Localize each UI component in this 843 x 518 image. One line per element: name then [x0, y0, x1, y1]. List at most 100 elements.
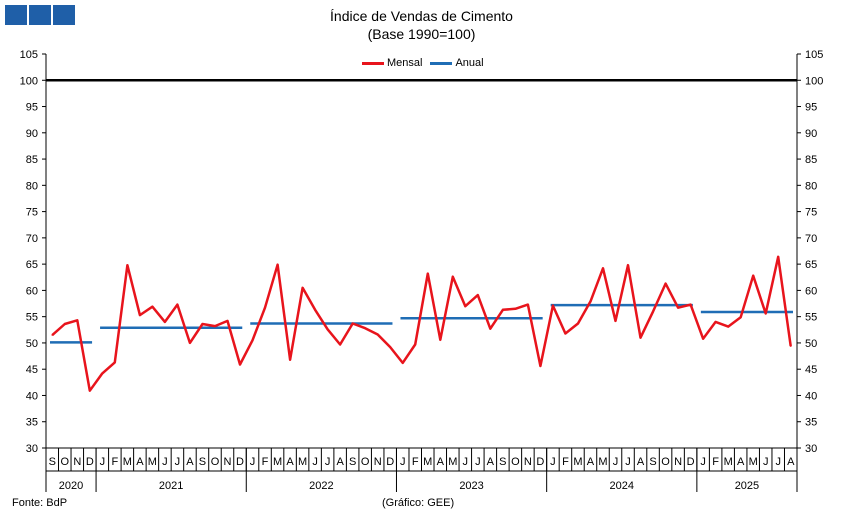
x-month-label: A [286, 456, 294, 468]
mensal-point [364, 327, 366, 330]
x-month-label: M [724, 456, 733, 468]
y-tick-label-right: 70 [805, 233, 817, 245]
mensal-point [514, 307, 517, 310]
x-year-label: 2024 [610, 480, 634, 492]
mensal-point [76, 319, 79, 322]
mensal-point [101, 372, 104, 375]
y-tick-label-left: 45 [26, 364, 38, 376]
x-month-label: N [524, 456, 532, 468]
mensal-point [552, 304, 554, 307]
mensal-point [426, 272, 429, 275]
x-month-label: J [625, 456, 631, 468]
x-month-label: J [475, 456, 481, 468]
mensal-point [764, 312, 767, 315]
x-month-label: O [361, 456, 370, 468]
x-month-label: O [60, 456, 69, 468]
x-month-label: A [737, 456, 745, 468]
y-tick-label-left: 55 [26, 312, 38, 324]
mensal-point [502, 309, 504, 311]
x-month-label: M [123, 456, 132, 468]
mensal-point [114, 361, 116, 364]
x-month-label: M [598, 456, 607, 468]
x-month-label: D [86, 456, 94, 468]
mensal-point [276, 263, 279, 266]
mensal-point [464, 305, 467, 307]
x-month-label: D [236, 456, 244, 468]
y-tick-label-left: 60 [26, 285, 38, 297]
x-month-label: M [273, 456, 282, 468]
mensal-point [702, 337, 704, 340]
y-tick-label-left: 35 [26, 417, 38, 429]
x-month-label: J [325, 456, 331, 468]
x-month-label: A [136, 456, 144, 468]
x-month-label: F [562, 456, 569, 468]
mensal-point [627, 264, 629, 266]
x-month-label: S [49, 456, 56, 468]
y-tick-label-left: 50 [26, 338, 38, 350]
mensal-point [314, 309, 316, 311]
mensal-point [714, 321, 717, 323]
mensal-point [527, 303, 529, 306]
chart-legend: Mensal Anual [362, 57, 492, 69]
y-tick-label-left: 105 [20, 49, 38, 61]
x-month-label: S [649, 456, 656, 468]
x-month-label: F [111, 456, 118, 468]
x-month-label: A [487, 456, 495, 468]
x-month-label: S [499, 456, 506, 468]
x-year-label: 2021 [159, 480, 183, 492]
mensal-point [577, 322, 579, 325]
legend-label-anual: Anual [455, 57, 484, 69]
x-month-label: F [262, 456, 269, 468]
y-tick-label-right: 105 [805, 49, 823, 61]
mensal-point [439, 338, 442, 341]
x-year-label: 2022 [309, 480, 333, 492]
x-month-label: J [763, 456, 769, 468]
y-tick-label-left: 80 [26, 180, 38, 192]
y-tick-label-left: 90 [26, 128, 38, 140]
mensal-point [139, 314, 141, 316]
y-tick-label-right: 80 [805, 180, 817, 192]
x-month-label: S [349, 456, 356, 468]
mensal-series-line [51, 255, 792, 392]
x-month-label: N [73, 456, 81, 468]
mensal-point [376, 333, 379, 336]
x-month-label: M [573, 456, 582, 468]
x-month-label: A [637, 456, 645, 468]
x-month-label: S [199, 456, 206, 468]
x-month-label: M [423, 456, 432, 468]
mensal-point [126, 264, 129, 266]
x-month-label: J [250, 456, 256, 468]
mensal-point [389, 346, 392, 348]
x-month-label: M [448, 456, 457, 468]
x-month-label: D [536, 456, 544, 468]
credit-note: (Gráfico: GEE) [382, 497, 455, 509]
mensal-point [451, 275, 454, 278]
x-month-label: J [550, 456, 556, 468]
legend-swatch-mensal [362, 61, 384, 65]
x-month-label: A [587, 456, 595, 468]
mensal-point [63, 323, 66, 325]
x-month-label: O [211, 456, 220, 468]
mensal-point [664, 282, 667, 285]
y-tick-label-left: 70 [26, 233, 38, 245]
y-tick-label-left: 30 [26, 443, 38, 455]
x-month-label: J [175, 456, 181, 468]
x-month-label: A [186, 456, 194, 468]
mensal-point [189, 342, 191, 344]
x-month-label: J [162, 456, 168, 468]
mensal-point [564, 332, 567, 335]
mensal-point [477, 294, 479, 296]
mensal-point [351, 322, 354, 325]
legend-item-mensal: Mensal [362, 57, 422, 69]
mensal-point [301, 286, 304, 289]
y-tick-label-right: 30 [805, 443, 817, 455]
x-month-label: M [298, 456, 307, 468]
logo-block [53, 5, 75, 25]
y-tick-label-right: 85 [805, 154, 817, 166]
x-month-label: F [412, 456, 419, 468]
mensal-point [226, 320, 229, 322]
mensal-point [414, 343, 417, 346]
x-month-label: O [511, 456, 520, 468]
x-month-label: M [749, 456, 758, 468]
x-month-label: D [386, 456, 394, 468]
